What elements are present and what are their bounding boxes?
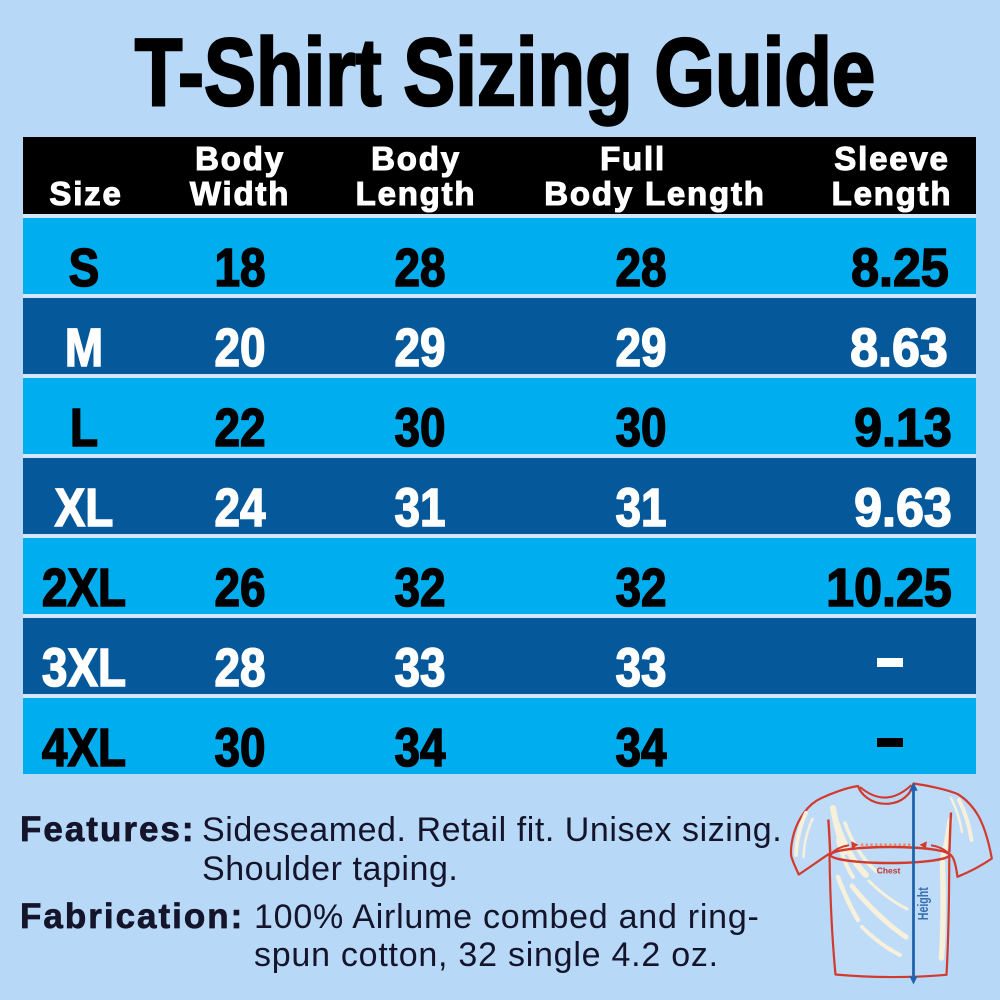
svg-text:Height: Height [916,887,932,920]
svg-text:Chest: Chest [877,866,901,876]
